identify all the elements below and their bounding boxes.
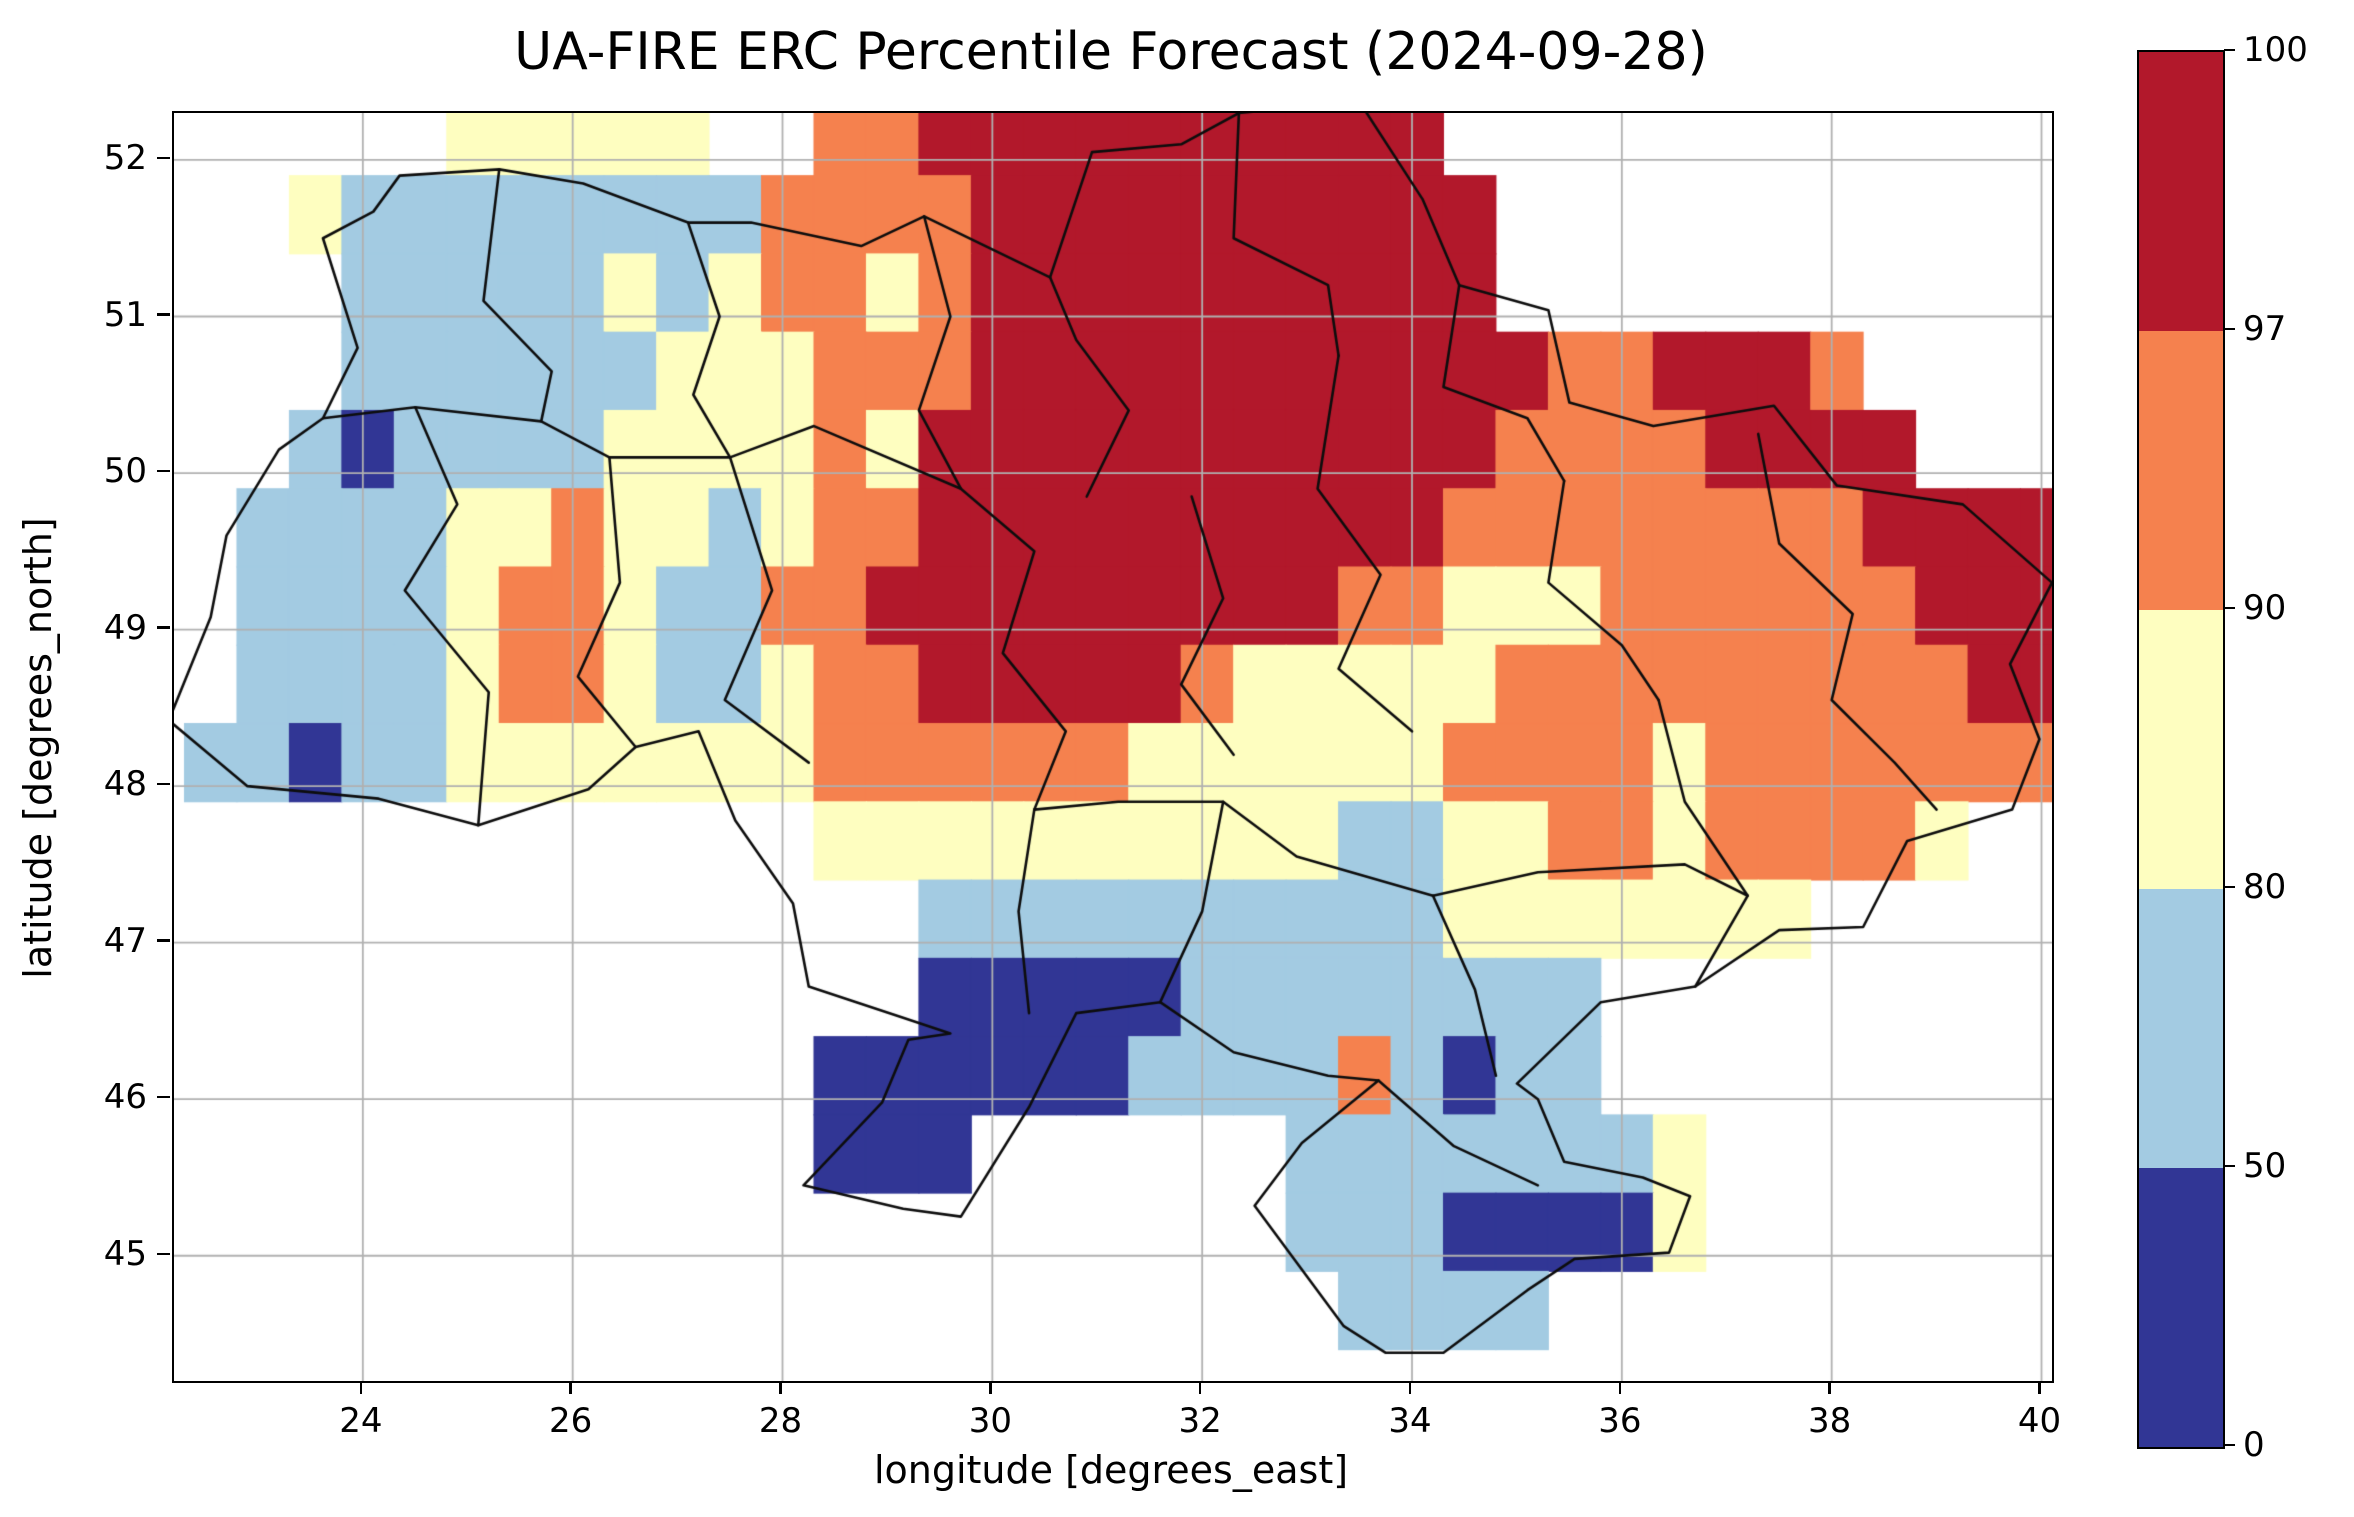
y-tick-label: 50 — [103, 451, 147, 492]
chart-title: UA-FIRE ERC Percentile Forecast (2024-09… — [514, 22, 1708, 82]
y-tick-label: 52 — [103, 137, 147, 178]
colorbar-segment-97-100 — [2139, 52, 2223, 331]
colorbar-tick-label: 0 — [2243, 1425, 2265, 1465]
colorbar-tick-label: 100 — [2243, 30, 2308, 70]
x-tick-label: 36 — [1598, 1401, 1642, 1441]
y-tick-mark — [157, 1095, 170, 1099]
colorbar — [2137, 50, 2225, 1449]
x-tick-mark — [1618, 1381, 1622, 1394]
x-tick-label: 38 — [1808, 1401, 1852, 1441]
colorbar-tick-mark — [2224, 1443, 2235, 1447]
y-tick-mark — [157, 156, 170, 160]
colorbar-tick-label: 50 — [2243, 1146, 2287, 1186]
y-tick-label: 48 — [103, 764, 147, 805]
x-tick-mark — [1408, 1381, 1412, 1394]
colorbar-tick-label: 80 — [2243, 867, 2287, 907]
x-tick-label: 24 — [339, 1401, 383, 1441]
colorbar-tick-label: 97 — [2243, 309, 2287, 349]
x-tick-mark — [2038, 1381, 2041, 1394]
x-tick-label: 34 — [1388, 1401, 1432, 1441]
colorbar-tick-mark — [2224, 606, 2235, 610]
y-tick-mark — [157, 939, 170, 942]
ukraine-percentile-map-canvas — [174, 113, 2052, 1381]
colorbar-tick-mark — [2224, 1164, 2235, 1168]
colorbar-segment-90-97 — [2139, 331, 2223, 610]
y-tick-mark — [157, 1252, 170, 1255]
y-tick-mark — [157, 313, 170, 316]
x-tick-mark — [989, 1381, 992, 1394]
y-tick-mark — [157, 469, 170, 473]
x-tick-mark — [1828, 1381, 1831, 1394]
colorbar-segment-0-50 — [2139, 1168, 2223, 1447]
y-tick-mark — [157, 626, 170, 629]
x-tick-mark — [569, 1381, 572, 1394]
y-tick-label: 45 — [103, 1233, 147, 1274]
colorbar-tick-label: 90 — [2243, 588, 2287, 628]
x-axis-label: longitude [degrees_east] — [873, 1448, 1349, 1492]
y-tick-mark — [157, 782, 170, 786]
colorbar-segment-50-80 — [2139, 889, 2223, 1168]
x-tick-label: 30 — [968, 1401, 1012, 1441]
y-tick-label: 49 — [103, 607, 147, 648]
x-tick-mark — [779, 1381, 782, 1394]
x-tick-label: 26 — [549, 1401, 593, 1441]
colorbar-tick-mark — [2224, 48, 2235, 52]
x-tick-label: 28 — [758, 1401, 803, 1441]
y-tick-label: 51 — [103, 294, 147, 335]
x-tick-mark — [359, 1381, 363, 1394]
y-tick-label: 47 — [103, 920, 147, 961]
colorbar-tick-mark — [2224, 327, 2235, 331]
x-tick-mark — [1198, 1381, 1202, 1394]
plot-area — [172, 111, 2054, 1383]
colorbar-segment-80-90 — [2139, 610, 2223, 889]
x-tick-label: 40 — [2017, 1401, 2062, 1441]
x-tick-label: 32 — [1178, 1401, 1222, 1441]
colorbar-tick-mark — [2224, 885, 2235, 889]
y-tick-label: 46 — [103, 1077, 147, 1118]
